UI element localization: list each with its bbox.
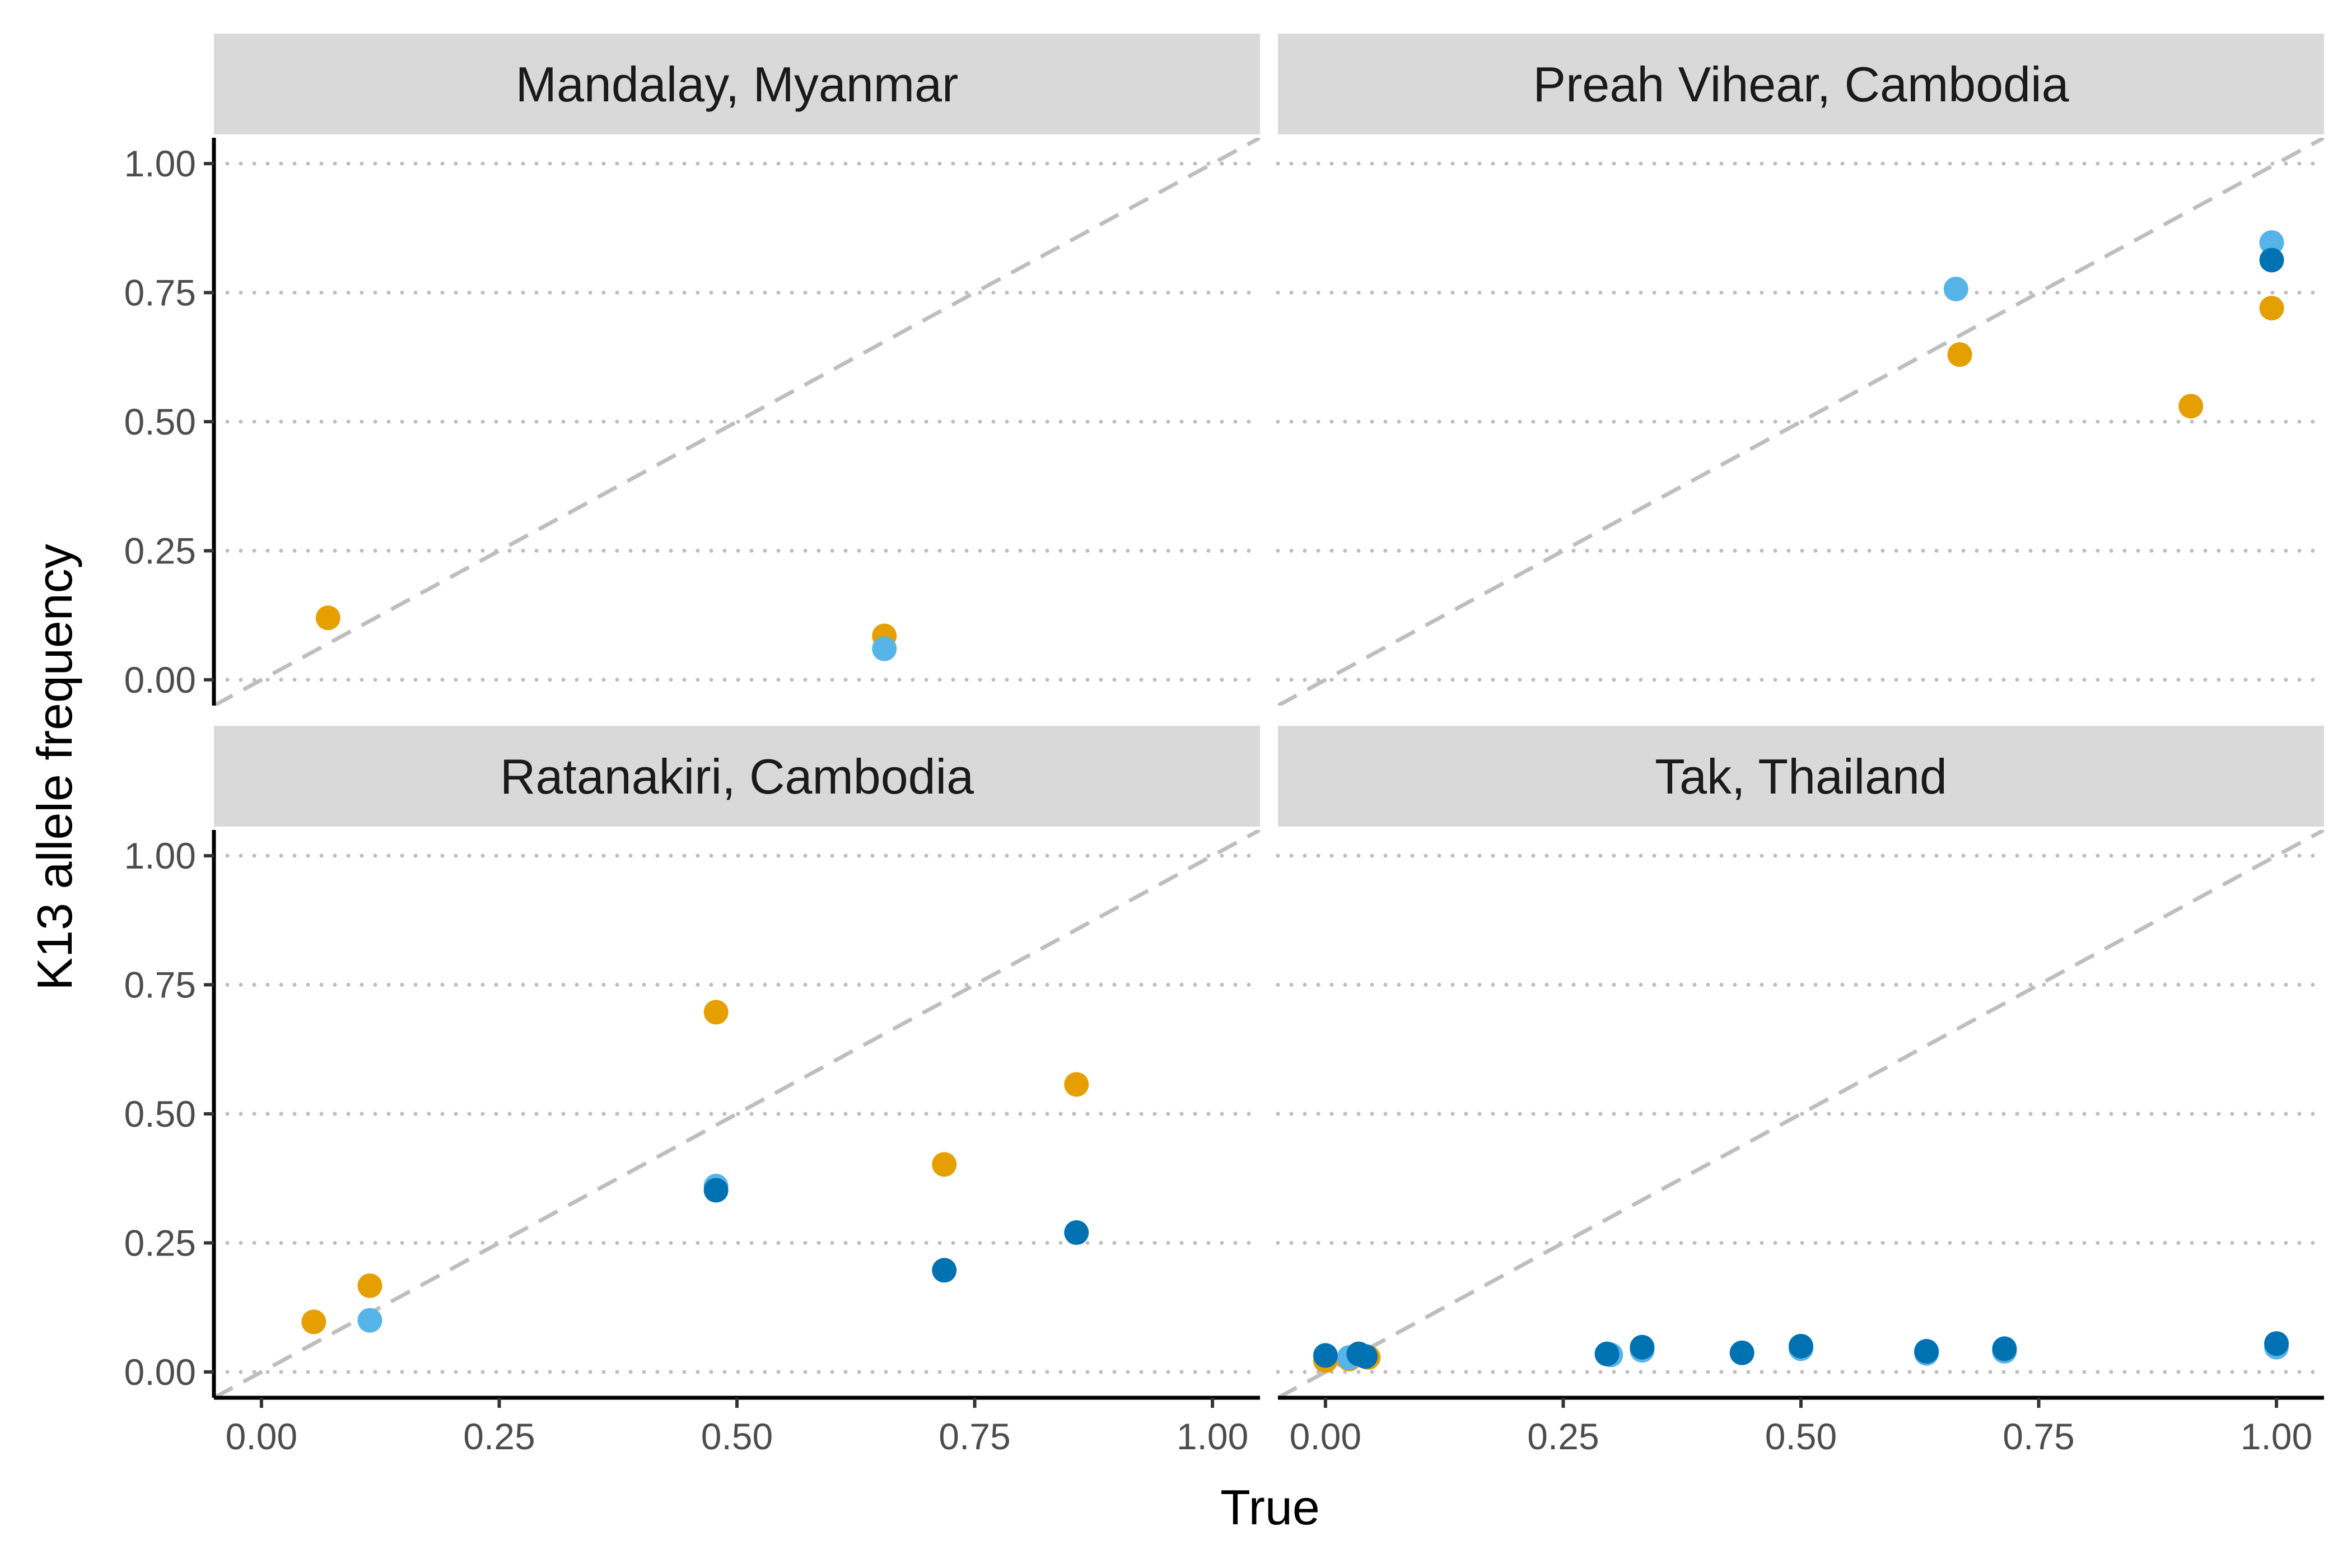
x-tick-label: 0.50: [1765, 1416, 1837, 1457]
point-orange: [357, 1273, 382, 1298]
point-orange: [2259, 296, 2284, 321]
x-tick-label: 1.00: [2241, 1416, 2312, 1457]
point-dark-blue: [1353, 1344, 1378, 1369]
y-tick-label: 0.75: [124, 272, 196, 314]
panel-title: Preah Vihear, Cambodia: [1533, 57, 2069, 112]
x-tick-label: 0.25: [1527, 1416, 1599, 1457]
point-orange: [315, 605, 340, 631]
point-dark-blue: [1729, 1340, 1754, 1365]
point-dark-blue: [1789, 1333, 1813, 1359]
y-tick-label: 0.00: [124, 659, 196, 701]
x-tick-label: 0.00: [226, 1416, 297, 1457]
y-tick-label: 0.25: [124, 1222, 196, 1263]
point-dark-blue: [1630, 1334, 1655, 1360]
panel-ratanakiri-cambodia: Ratanakiri, Cambodia 0.00 0.25 0.50 0.75 1.00…: [124, 726, 1262, 1457]
point-light-blue: [357, 1308, 382, 1333]
y-tick-label: 1.00: [124, 835, 196, 876]
y-tick-label: 0.00: [124, 1351, 196, 1393]
strip-background: [214, 726, 1260, 827]
x-tick-label: 0.75: [939, 1416, 1010, 1457]
panel-title: Ratanakiri, Cambodia: [500, 749, 974, 804]
y-tick-label: 0.25: [124, 530, 196, 571]
point-dark-blue: [703, 1178, 729, 1203]
point-orange: [1064, 1072, 1089, 1097]
reference-line: [214, 830, 1260, 1398]
point-dark-blue: [1992, 1336, 2017, 1361]
point-dark-blue: [1313, 1343, 1338, 1368]
x-tick-label: 0.75: [2003, 1416, 2074, 1457]
point-dark-blue: [2264, 1331, 2289, 1356]
strip-background: [1278, 34, 2324, 134]
y-tick-label: 0.75: [124, 964, 196, 1006]
point-light-blue: [2259, 230, 2284, 255]
panel-tak-thailand: Tak, Thailand 0.00 0.25 0.50 0.75 1.00: [1276, 726, 2326, 1457]
x-tick-label: 0.50: [701, 1416, 773, 1457]
y-tick-label: 1.00: [124, 143, 196, 184]
panel-mandalay-myanmar: Mandalay, Myanmar 0.00 0.25 0.50 0.75 1.00: [124, 34, 1262, 706]
point-orange: [301, 1309, 326, 1334]
panel-title: Tak, Thailand: [1655, 749, 1947, 804]
reference-line: [1278, 138, 2324, 706]
point-dark-blue: [1914, 1339, 1939, 1364]
panel-preah-vihear-cambodia: Preah Vihear, Cambodia: [1276, 34, 2326, 706]
point-dark-blue: [1594, 1341, 1620, 1366]
x-tick-label: 0.25: [463, 1416, 535, 1457]
point-orange: [2178, 394, 2204, 419]
x-tick-label: 0.00: [1290, 1416, 1361, 1457]
strip-background: [214, 34, 1260, 134]
reference-line: [1278, 830, 2324, 1398]
reference-line: [214, 138, 1260, 706]
strip-background: [1278, 726, 2324, 827]
panels-layer: Mandalay, Myanmar 0.00 0.25 0.50 0.75 1.00 Pre…: [124, 34, 2326, 1457]
point-orange: [932, 1152, 957, 1177]
y-tick-label: 0.50: [124, 401, 196, 442]
point-light-blue: [1943, 277, 1968, 302]
point-orange: [703, 1000, 729, 1025]
x-axis-title: True: [1220, 1480, 1320, 1535]
y-axis-title: K13 allele frequency: [27, 544, 82, 990]
point-dark-blue: [1064, 1220, 1089, 1245]
point-dark-blue: [2259, 248, 2284, 273]
panel-title: Mandalay, Myanmar: [516, 57, 959, 112]
point-light-blue: [872, 636, 897, 661]
point-orange: [1947, 342, 1972, 367]
y-tick-label: 0.50: [124, 1093, 196, 1135]
point-dark-blue: [932, 1258, 957, 1283]
x-tick-label: 1.00: [1177, 1416, 1248, 1457]
